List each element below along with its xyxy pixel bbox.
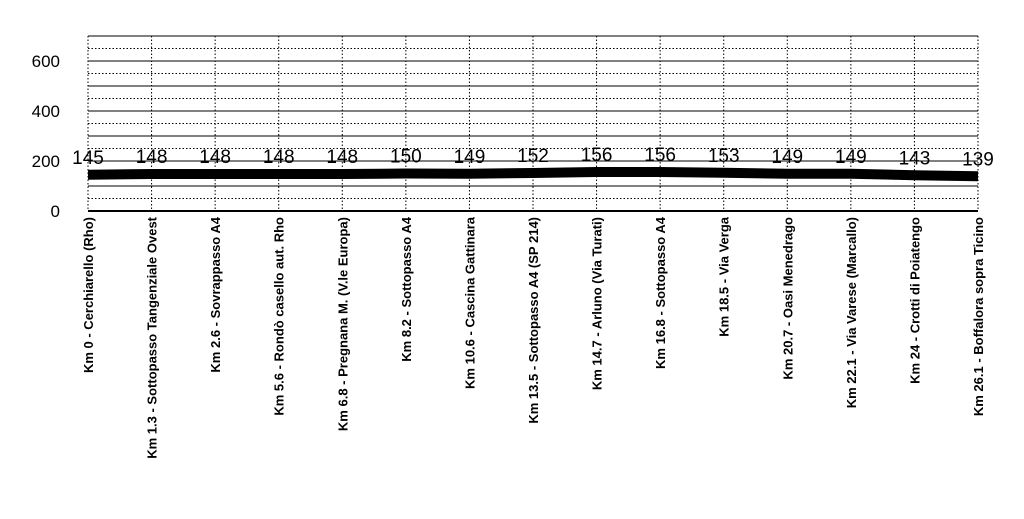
data-label: 156 [581,145,613,166]
y-tick-label: 400 [32,102,60,121]
x-tick-label: Km 20.7 - Oasi Menedrago [780,217,795,380]
data-label: 148 [199,147,231,168]
x-tick-label: Km 5.6 - Rondò casello aut. Rho [272,217,287,416]
x-tick-label: Km 22.1 - Via Varese (Marcallo) [844,217,859,408]
x-tick-label: Km 6.8 - Pregnana M. (V.le Europa) [335,217,350,431]
y-tick-label: 200 [32,152,60,171]
data-label: 153 [708,146,740,167]
x-tick-label: Km 0 - Cerchiarello (Rho) [81,217,96,373]
x-tick-label: Km 24 - Crotti di Poiatengo [907,217,922,384]
data-label: 139 [962,149,994,170]
x-tick-label: Km 18.5 - Via Verga [717,216,732,336]
data-label: 150 [390,147,422,168]
x-tick-label: Km 8.2 - Sottopasso A4 [399,216,414,361]
data-label: 152 [517,146,549,167]
data-label: 148 [263,147,295,168]
x-tick-label: Km 26.1 - Boffalora sopra Ticino [971,217,986,416]
data-label: 143 [899,148,931,169]
data-label: 149 [454,147,486,168]
x-tick-label: Km 2.6 - Sovrappasso A4 [208,216,223,372]
x-tick-label: Km 13.5 - Sottopasso A4 (SP 214) [526,217,541,424]
data-label: 149 [835,147,867,168]
elevation-line [87,167,979,182]
y-tick-label: 600 [32,52,60,71]
y-tick-label: 0 [51,202,60,221]
data-label: 148 [326,147,358,168]
x-tick-label: Km 14.7 - Arluno (Via Turati) [590,217,605,390]
x-tick-label: Km 10.6 - Cascina Gattinara [462,216,477,389]
data-label: 149 [771,147,803,168]
data-label: 145 [72,148,104,169]
data-label: 156 [644,145,676,166]
data-label: 148 [136,147,168,168]
x-tick-label: Km 1.3 - Sottopasso Tangenziale Ovest [145,216,160,458]
x-tick-label: Km 16.8 - Sottopasso A4 [653,216,668,369]
